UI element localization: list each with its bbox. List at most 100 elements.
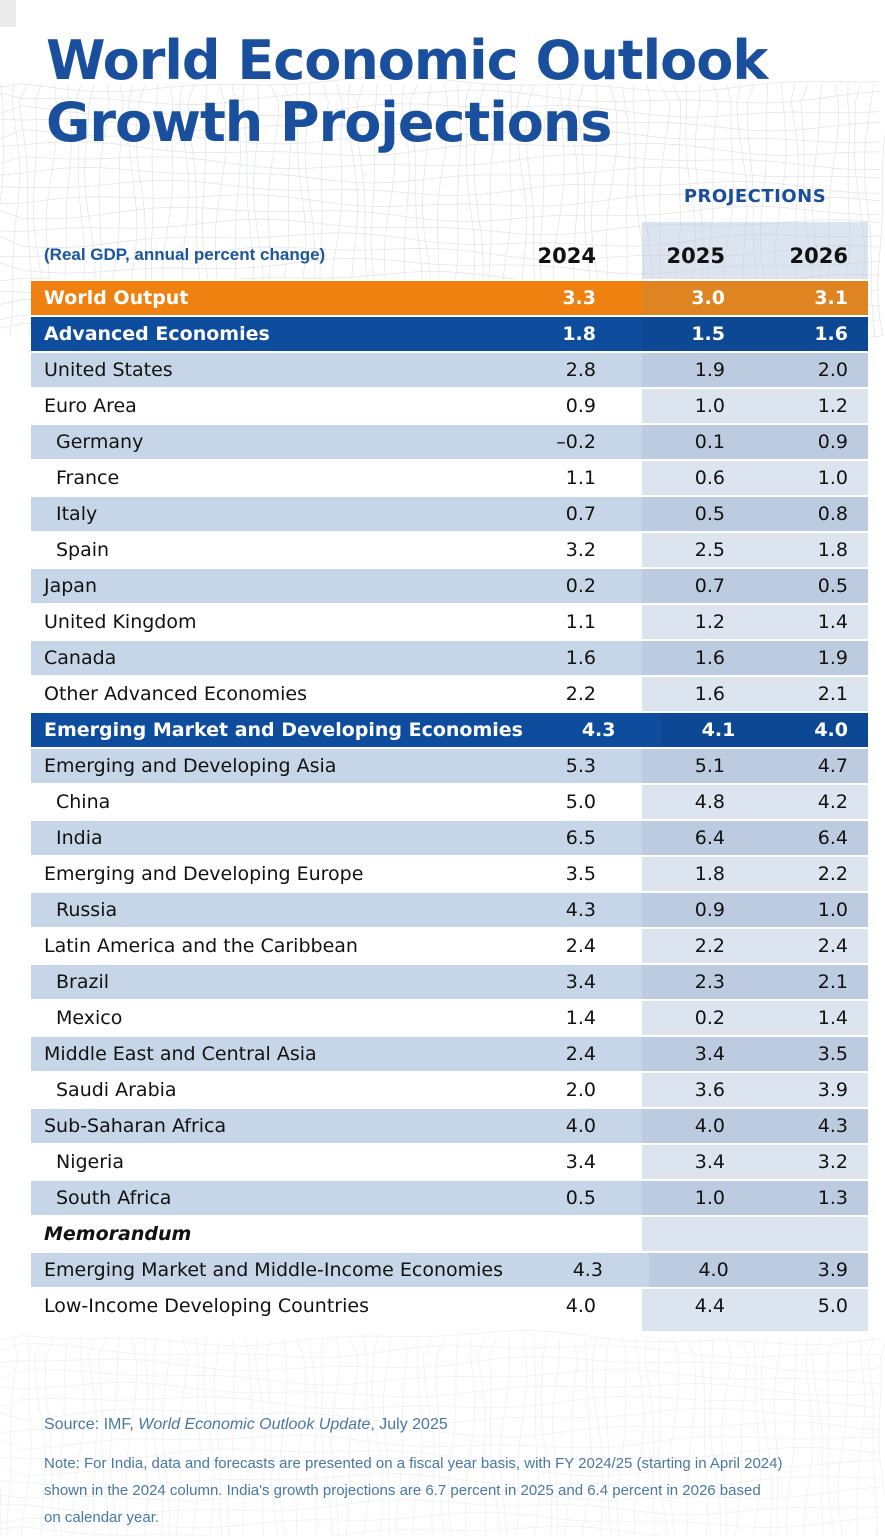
corner-artifact — [0, 0, 16, 27]
value-2026: 3.9 — [758, 1253, 868, 1287]
value-2024: 4.0 — [492, 1289, 642, 1323]
row-label: Emerging and Developing Asia — [31, 749, 492, 783]
value-2024: 3.3 — [492, 281, 642, 315]
table-row: Canada 1.6 1.6 1.9 — [31, 639, 868, 675]
value-2025: 1.5 — [642, 317, 755, 351]
note-line-2: shown in the 2024 column. India's growth… — [44, 1482, 761, 1499]
unit-label: (Real GDP, annual percent change) — [44, 245, 326, 264]
value-2025: 3.4 — [642, 1037, 755, 1071]
value-2026: 2.2 — [817, 863, 848, 885]
value-2025: 0.9 — [642, 893, 755, 927]
projections-header: PROJECTIONS — [683, 186, 827, 207]
row-label: South Africa — [31, 1181, 492, 1215]
row-label: Low-Income Developing Countries — [31, 1289, 492, 1323]
table-row: Memorandum — [31, 1215, 868, 1251]
table-row: Saudi Arabia 2.0 3.6 3.9 — [31, 1071, 868, 1107]
row-label: Emerging Market and Middle-Income Econom… — [31, 1253, 503, 1287]
value-2026: 3.1 — [755, 281, 868, 315]
value-2025: 0.1 — [642, 425, 755, 459]
table-row: World Output 3.3 3.0 3.1 — [31, 279, 868, 315]
value-2026: 3.9 — [817, 1079, 848, 1101]
table-row: Mexico 1.4 0.2 1.4 — [31, 999, 868, 1035]
value-2025: 1.2 — [694, 611, 725, 633]
value-2025: 4.0 — [642, 1109, 755, 1143]
value-2024: 1.1 — [492, 461, 642, 495]
value-2024: 6.5 — [492, 821, 642, 855]
value-2025: 1.0 — [694, 395, 725, 417]
value-2026: 1.3 — [755, 1181, 868, 1215]
row-label: Spain — [31, 533, 492, 567]
value-2026: 4.3 — [755, 1109, 868, 1143]
row-label: United Kingdom — [31, 605, 492, 639]
value-2026: 2.0 — [755, 353, 868, 387]
row-label: Other Advanced Economies — [31, 677, 492, 711]
row-label: Saudi Arabia — [31, 1073, 492, 1107]
value-2024: 2.8 — [492, 353, 642, 387]
value-2024: 2.4 — [492, 1037, 642, 1071]
value-2026: 2.4 — [817, 935, 848, 957]
value-2025: 0.2 — [694, 1007, 725, 1029]
table-row: India 6.5 6.4 6.4 — [31, 819, 868, 855]
table-row: Latin America and the Caribbean 2.4 2.2 2.4 — [31, 927, 868, 963]
table-row: Spain 3.2 2.5 1.8 — [31, 531, 868, 567]
table-row: Italy 0.7 0.5 0.8 — [31, 495, 868, 531]
value-2025: 1.6 — [694, 683, 725, 705]
value-2025: 3.6 — [694, 1079, 725, 1101]
growth-table: World Output 3.3 3.0 3.1 Advanced Economies 1… — [31, 279, 868, 1323]
title-line-2: Growth Projections — [46, 91, 612, 154]
value-2024: 3.2 — [492, 533, 642, 567]
year-header-2025: 2025 — [666, 244, 725, 268]
table-row: Russia 4.3 0.9 1.0 — [31, 891, 868, 927]
row-label: Russia — [31, 893, 492, 927]
source-prefix: Source: IMF, — [44, 1416, 139, 1433]
value-2026: 4.7 — [755, 749, 868, 783]
table-row: Sub-Saharan Africa 4.0 4.0 4.3 — [31, 1107, 868, 1143]
value-2024: 4.0 — [492, 1109, 642, 1143]
value-2026: 1.0 — [817, 467, 848, 489]
value-2024: 5.0 — [492, 785, 642, 819]
table-row: China 5.0 4.8 4.2 — [31, 783, 868, 819]
value-2026: 4.0 — [765, 713, 868, 747]
row-label: World Output — [31, 281, 492, 315]
value-2025: 2.3 — [642, 965, 755, 999]
row-label: Italy — [31, 497, 492, 531]
table-row: Middle East and Central Asia 2.4 3.4 3.5 — [31, 1035, 868, 1071]
row-label: Japan — [31, 569, 492, 603]
value-2024: 5.3 — [492, 749, 642, 783]
value-2026: 1.8 — [817, 539, 848, 561]
value-2024: –0.2 — [492, 425, 642, 459]
value-2025: 3.0 — [642, 281, 755, 315]
row-label: Middle East and Central Asia — [31, 1037, 492, 1071]
row-label: France — [31, 461, 492, 495]
value-2024: 1.1 — [492, 605, 642, 639]
table-row: Advanced Economies 1.8 1.5 1.6 — [31, 315, 868, 351]
value-2025: 4.8 — [694, 791, 725, 813]
year-header-2026: 2026 — [789, 244, 848, 268]
page-title: World Economic Outlook Growth Projection… — [46, 30, 768, 154]
value-2024: 2.4 — [492, 929, 642, 963]
value-2026: 1.2 — [817, 395, 848, 417]
table-row: Euro Area 0.9 1.0 1.2 — [31, 387, 868, 423]
note-line-1: Note: For India, data and forecasts are … — [44, 1455, 783, 1472]
table-row: France 1.1 0.6 1.0 — [31, 459, 868, 495]
value-2025: 1.6 — [642, 641, 755, 675]
value-2024: 3.5 — [492, 857, 642, 891]
value-2024: 3.4 — [492, 965, 642, 999]
value-2026: 6.4 — [755, 821, 868, 855]
value-2024: 4.3 — [492, 893, 642, 927]
value-2026: 1.6 — [755, 317, 868, 351]
value-2026: 5.0 — [817, 1295, 848, 1317]
row-label: Euro Area — [31, 389, 492, 423]
table-row: South Africa 0.5 1.0 1.3 — [31, 1179, 868, 1215]
table-header-row: (Real GDP, annual percent change) 2024 2… — [31, 226, 868, 270]
value-2024: 2.2 — [492, 677, 642, 711]
value-2026: 1.0 — [755, 893, 868, 927]
value-2025: 1.0 — [642, 1181, 755, 1215]
value-2024: 1.8 — [492, 317, 642, 351]
value-2025: 0.7 — [642, 569, 755, 603]
value-2024: 0.7 — [492, 497, 642, 531]
value-2026: 1.9 — [755, 641, 868, 675]
value-2026: 4.2 — [817, 791, 848, 813]
row-label: Canada — [31, 641, 492, 675]
row-label: United States — [31, 353, 492, 387]
